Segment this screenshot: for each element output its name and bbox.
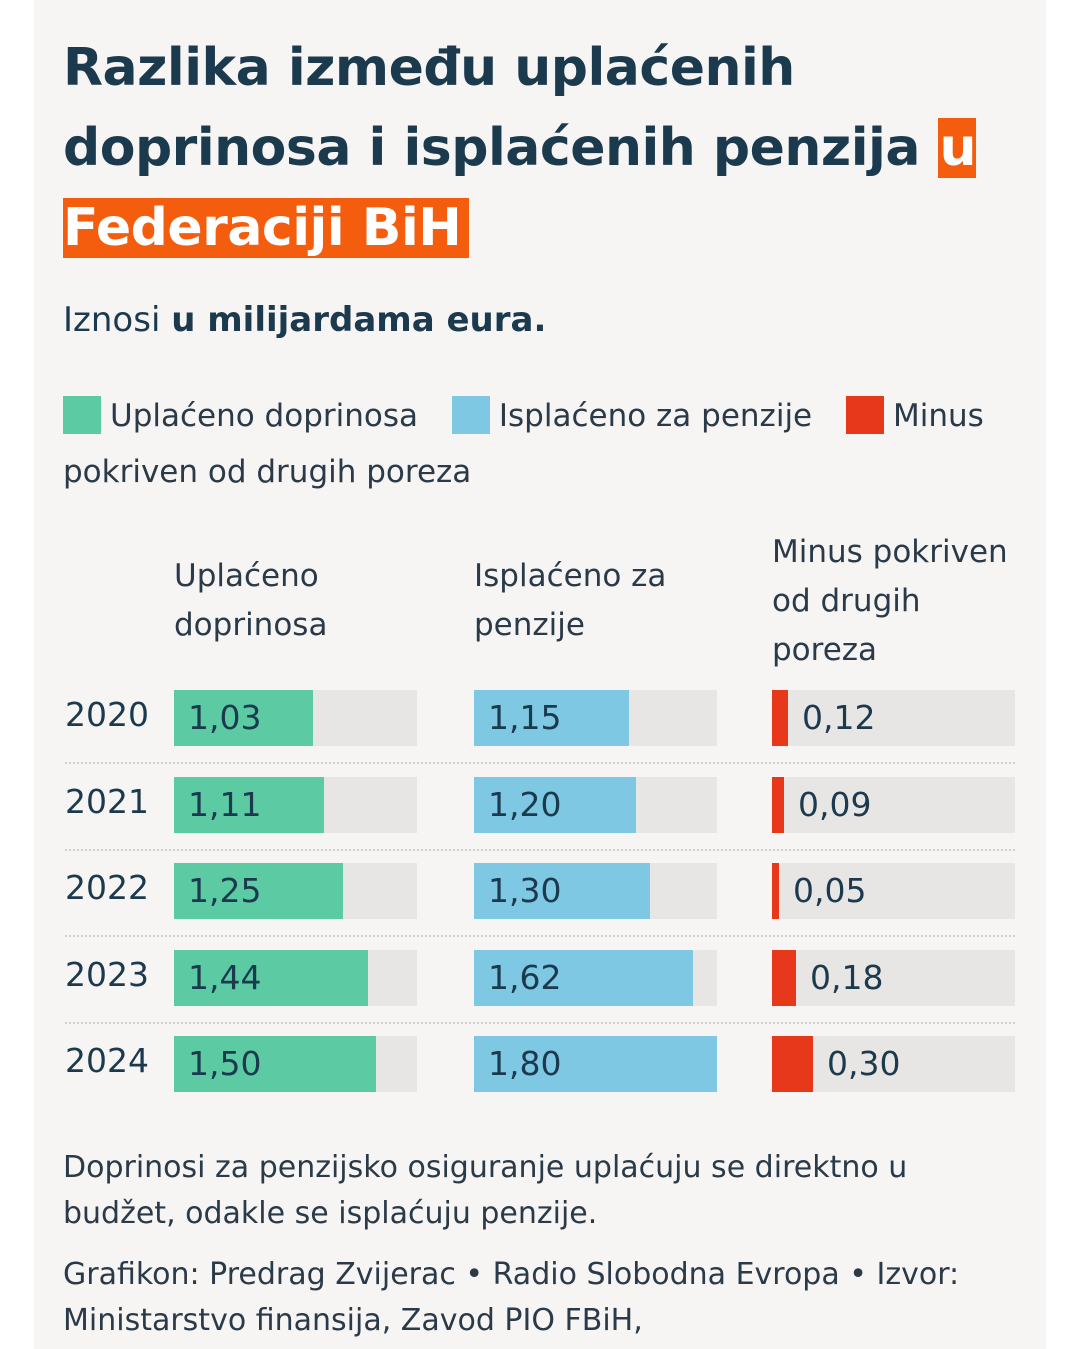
legend-label: Isplaćeno za penzije (498, 398, 813, 434)
legend-label: Minus pokriven od drugih poreza (63, 398, 984, 490)
legend-swatch-green (63, 396, 101, 434)
chart-legend: Uplaćeno doprinosa Isplaćeno za penzije … (63, 388, 1023, 500)
legend-swatch-blue (451, 396, 490, 434)
legend-swatch-red (846, 396, 884, 434)
legend-item-deficit: Minus pokriven od drugih poreza (63, 396, 984, 490)
title-main: Razlika između uplaćenih doprinosa i isp… (63, 38, 938, 178)
subtitle-prefix: Iznosi (63, 300, 172, 340)
chart-note: Doprinosi za penzijsko osiguranje uplaću… (63, 1150, 908, 1231)
subtitle-unit: u milijardama eura. (171, 300, 547, 340)
legend-label: Uplaćeno doprinosa (110, 398, 419, 434)
legend-item-contributions: Uplaćeno doprinosa (63, 396, 419, 434)
legend-item-pensions: Isplaćeno za penzije (451, 396, 813, 434)
chart-title: Razlika između uplaćenih doprinosa i isp… (63, 28, 1023, 268)
chart-subtitle: Iznosi u milijardama eura. (63, 300, 546, 340)
chart-credit: Grafikon: Predrag Zvijerac • Radio Slobo… (63, 1257, 960, 1338)
